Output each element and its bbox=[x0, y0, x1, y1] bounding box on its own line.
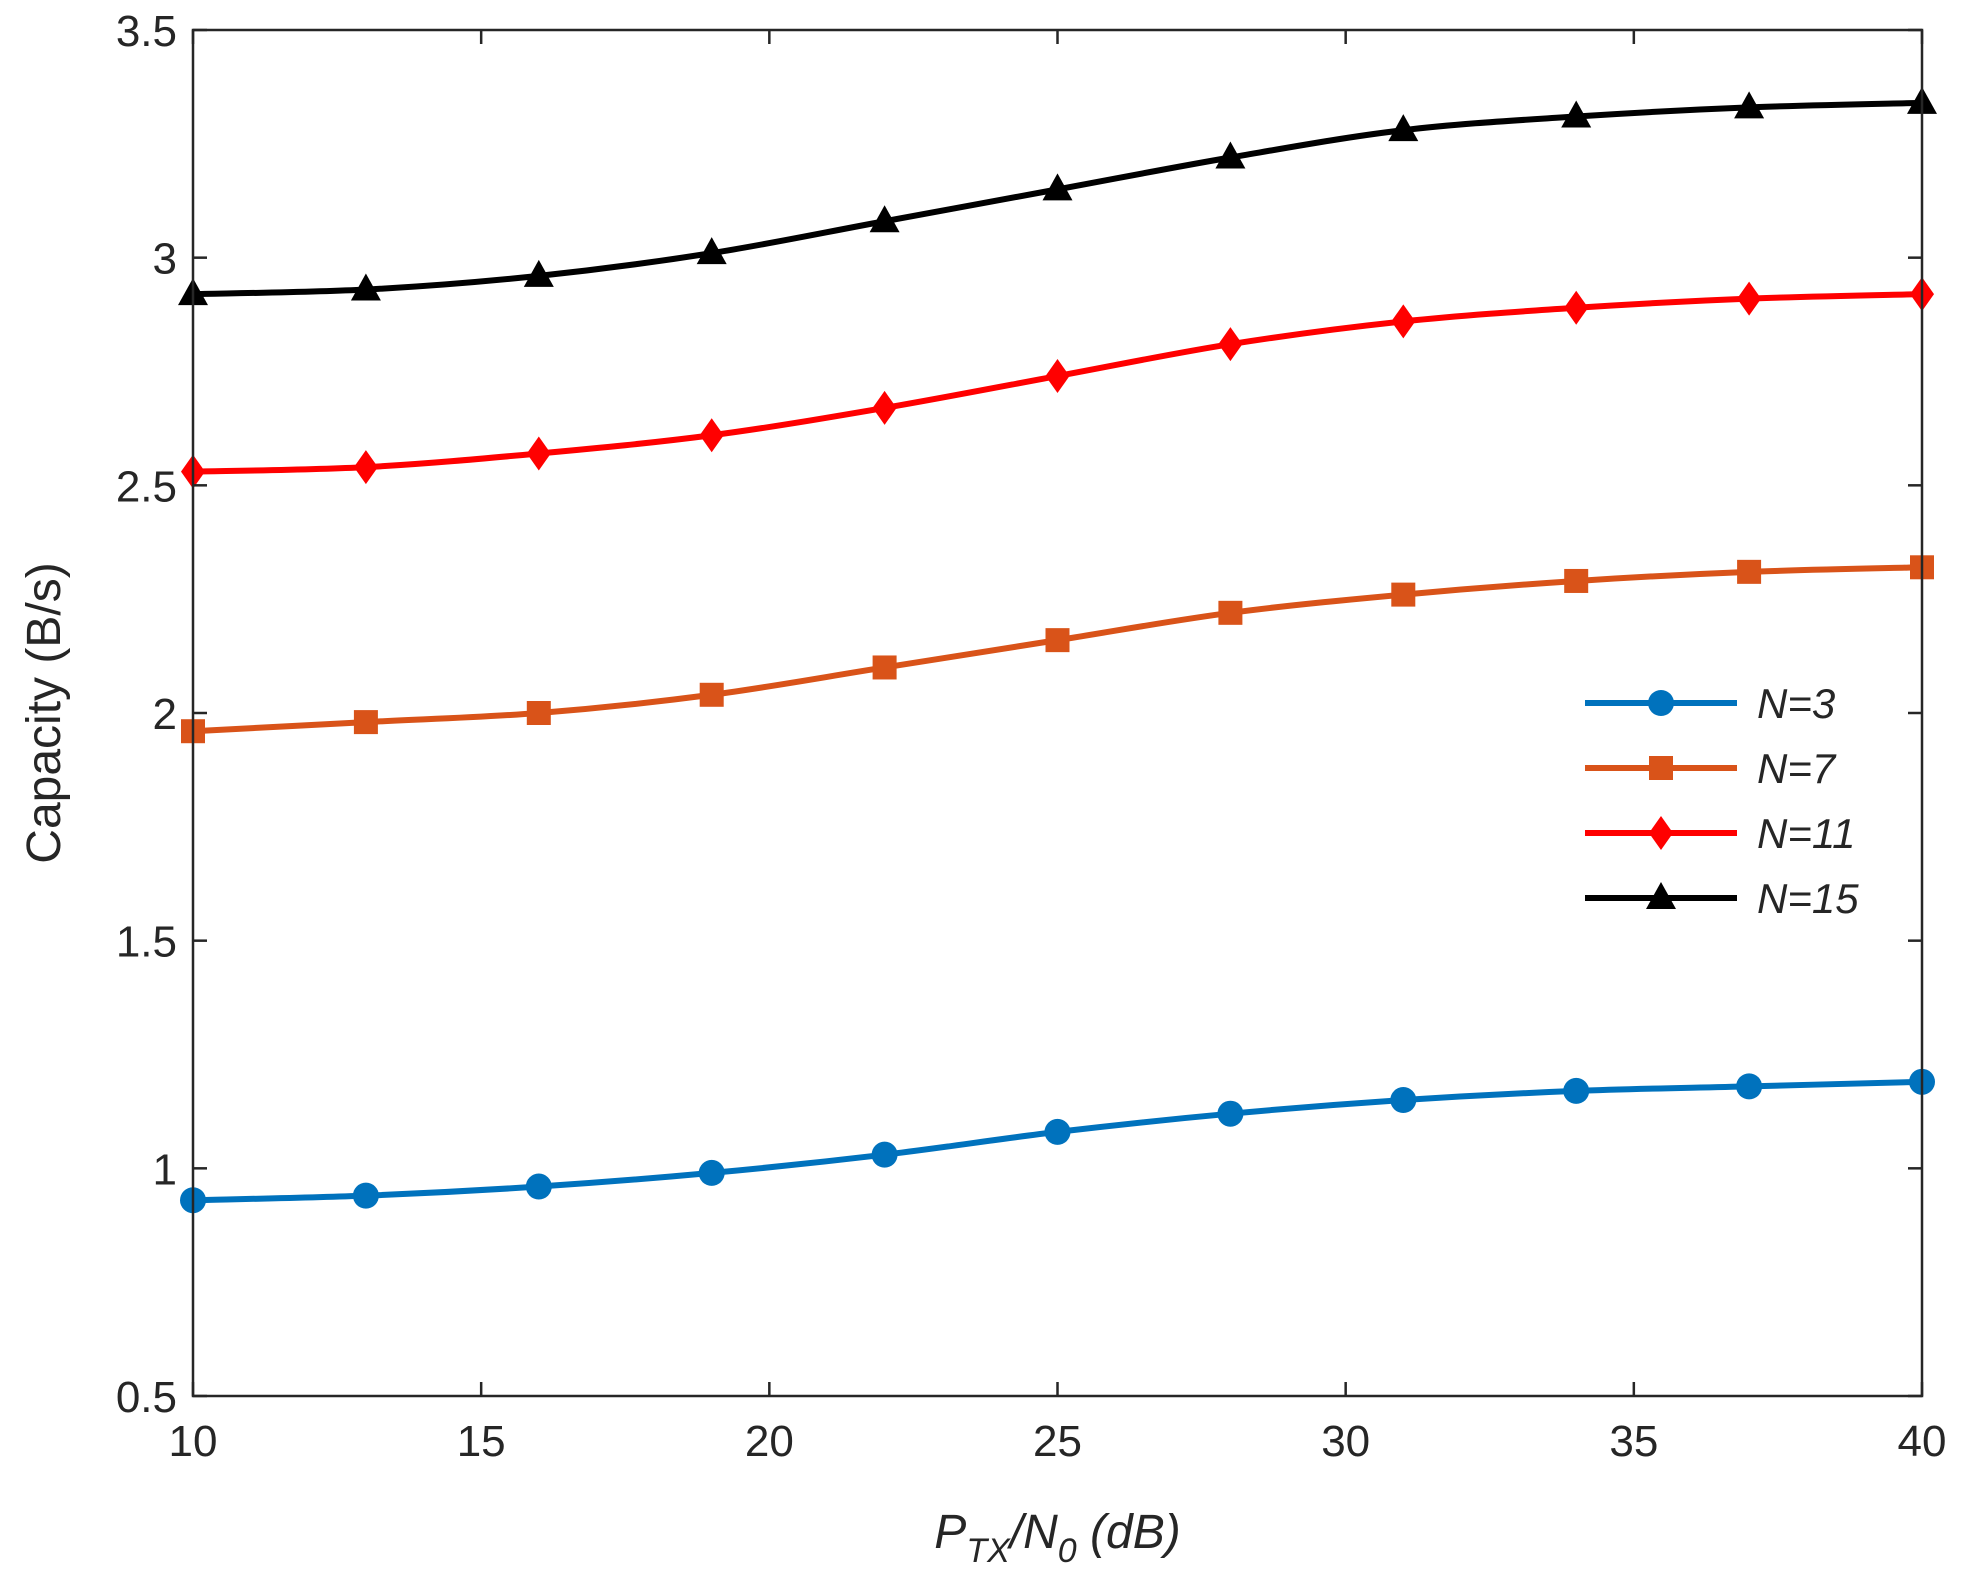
x-axis-label-sub-0: 0 bbox=[1058, 1532, 1077, 1570]
legend-label: N=3 bbox=[1757, 680, 1835, 727]
x-axis-label-p: P bbox=[934, 1506, 966, 1559]
data-point-triangle bbox=[1042, 173, 1073, 201]
plot-area: 10 15 20 25 30 35 40 0.5 1 1.5 2 2.5 3 3.5 bbox=[116, 7, 1947, 1466]
data-point-circle bbox=[1736, 1073, 1763, 1100]
x-tick-label: 30 bbox=[1321, 1417, 1370, 1466]
ticks-layer: 10 15 20 25 30 35 40 0.5 1 1.5 2 2.5 3 3.5 bbox=[116, 7, 1947, 1466]
legend-marker bbox=[1649, 816, 1673, 850]
y-tick-label: 1.5 bbox=[116, 918, 177, 967]
x-tick-label: 10 bbox=[169, 1417, 218, 1466]
y-tick-label: 3.5 bbox=[116, 7, 177, 56]
series-layer bbox=[178, 86, 1937, 1214]
y-tick-label: 3 bbox=[153, 235, 177, 284]
data-point-triangle bbox=[523, 259, 554, 287]
x-tick-label: 20 bbox=[745, 1417, 794, 1466]
data-point-circle bbox=[352, 1182, 379, 1209]
legend: N=3 N=7 N=11 N=15 bbox=[1585, 680, 1859, 922]
legend-item: N=15 bbox=[1585, 875, 1859, 922]
legend-item: N=3 bbox=[1585, 680, 1835, 727]
data-point-triangle bbox=[1388, 114, 1419, 142]
data-point-diamond bbox=[1218, 327, 1243, 362]
y-tick-label: 1 bbox=[153, 1145, 177, 1194]
data-point-diamond bbox=[353, 450, 378, 485]
y-tick-label: 2.5 bbox=[116, 462, 177, 511]
data-point-diamond bbox=[699, 418, 724, 453]
x-axis-label-sep: /N bbox=[1007, 1506, 1058, 1559]
data-point-square bbox=[1737, 559, 1762, 584]
legend-item: N=7 bbox=[1585, 745, 1837, 792]
x-tick-label: 40 bbox=[1898, 1417, 1947, 1466]
data-point-diamond bbox=[1564, 290, 1589, 325]
data-point-diamond bbox=[1391, 304, 1416, 339]
data-point-triangle bbox=[869, 205, 900, 233]
data-point-square bbox=[1391, 582, 1416, 607]
series-n-11 bbox=[181, 277, 1934, 489]
y-axis-label: Capacity (B/s) bbox=[18, 562, 71, 863]
x-tick-label: 35 bbox=[1609, 1417, 1658, 1466]
data-point-diamond bbox=[1045, 359, 1070, 394]
data-point-circle bbox=[698, 1159, 725, 1186]
data-point-circle bbox=[1563, 1077, 1590, 1104]
y-tick-label: 0.5 bbox=[116, 1373, 177, 1422]
legend-label: N=11 bbox=[1757, 810, 1855, 857]
x-tick-label: 15 bbox=[457, 1417, 506, 1466]
data-point-square bbox=[1045, 628, 1070, 653]
data-point-square bbox=[353, 710, 378, 735]
legend-item: N=11 bbox=[1585, 810, 1855, 857]
x-axis-label-sub-tx: TX bbox=[966, 1532, 1011, 1570]
data-point-square bbox=[1564, 568, 1589, 593]
x-tick-label: 25 bbox=[1033, 1417, 1082, 1466]
data-point-diamond bbox=[872, 390, 897, 425]
data-point-square bbox=[1218, 600, 1243, 625]
data-point-triangle bbox=[1734, 91, 1765, 119]
legend-marker bbox=[1649, 756, 1673, 780]
data-point-diamond bbox=[526, 436, 551, 471]
legend-label: N=7 bbox=[1757, 745, 1837, 792]
data-point-triangle bbox=[1215, 141, 1246, 169]
data-point-circle bbox=[525, 1173, 552, 1200]
x-axis-label-unit: (dB) bbox=[1077, 1506, 1181, 1559]
series-n-3 bbox=[180, 1068, 1935, 1214]
data-point-circle bbox=[1217, 1100, 1244, 1127]
data-point-circle bbox=[871, 1141, 898, 1168]
data-point-diamond bbox=[1737, 281, 1762, 316]
data-point-triangle bbox=[1561, 100, 1592, 128]
legend-marker bbox=[1648, 690, 1674, 716]
data-point-circle bbox=[1044, 1118, 1071, 1145]
data-point-triangle bbox=[696, 237, 727, 265]
data-point-circle bbox=[1390, 1087, 1417, 1114]
y-tick-label: 2 bbox=[153, 690, 177, 739]
data-point-square bbox=[872, 655, 897, 680]
data-point-square bbox=[526, 701, 551, 725]
series-n-7 bbox=[181, 555, 1934, 744]
data-point-square bbox=[699, 682, 724, 707]
legend-label: N=15 bbox=[1757, 875, 1859, 922]
x-axis-label: PTX/N0 (dB) bbox=[934, 1506, 1180, 1570]
data-point-triangle bbox=[350, 273, 381, 301]
legend-marker bbox=[1646, 882, 1676, 909]
